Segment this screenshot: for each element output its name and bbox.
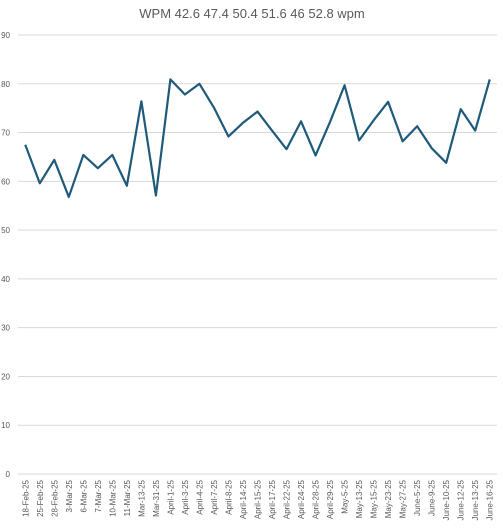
x-tick-label: April-17-25 xyxy=(268,479,277,519)
x-tick-label: April-22-25 xyxy=(283,479,292,519)
x-tick-label: June-5-25 xyxy=(413,479,422,516)
y-tick-label: 20 xyxy=(1,372,10,381)
x-tick-label: May-15-25 xyxy=(370,479,379,518)
x-tick-label: April-28-25 xyxy=(312,479,321,519)
x-tick-label: June-10-25 xyxy=(442,479,451,520)
x-tick-label: 6-Mar-25 xyxy=(79,479,88,512)
x-tick-label: April-1-25 xyxy=(166,479,175,514)
x-tick-label: Mar-13-25 xyxy=(137,479,146,516)
y-tick-label: 0 xyxy=(6,470,11,479)
y-tick-label: 10 xyxy=(1,421,10,430)
x-tick-label: 25-Feb-25 xyxy=(36,479,45,516)
x-tick-label: June-9-25 xyxy=(428,479,437,516)
x-tick-label: 3-Mar-25 xyxy=(65,479,74,512)
x-tick-label: 28-Feb-25 xyxy=(50,479,59,516)
x-tick-label: April-7-25 xyxy=(210,479,219,514)
x-tick-label: May-27-25 xyxy=(399,479,408,518)
y-tick-label: 30 xyxy=(1,324,10,333)
x-tick-label: April-24-25 xyxy=(297,479,306,519)
x-tick-label: June-12-25 xyxy=(457,479,466,520)
x-tick-label: 11-Mar-25 xyxy=(123,479,132,516)
x-tick-label: May-13-25 xyxy=(355,479,364,518)
x-tick-label: June-16-25 xyxy=(486,479,495,520)
line-series xyxy=(24,78,491,199)
x-tick-label: 7-Mar-25 xyxy=(94,479,103,512)
x-tick-label: April-8-25 xyxy=(224,479,233,514)
x-tick-label: April-3-25 xyxy=(181,479,190,514)
x-tick-label: 18-Feb-25 xyxy=(21,479,30,516)
x-tick-label: Mar-31-25 xyxy=(152,479,161,516)
x-tick-label: June-13-25 xyxy=(471,479,480,520)
y-tick-label: 40 xyxy=(1,275,10,284)
x-tick-label: 10-Mar-25 xyxy=(108,479,117,516)
chart-title: WPM 42.6 47.4 50.4 51.6 46 52.8 wpm xyxy=(139,6,364,21)
y-tick-label: 70 xyxy=(1,129,10,138)
x-tick-label: April-4-25 xyxy=(195,479,204,514)
y-tick-label: 50 xyxy=(1,226,10,235)
x-tick-label: April-15-25 xyxy=(254,479,263,519)
y-tick-label: 90 xyxy=(1,31,10,40)
x-tick-label: May-23-25 xyxy=(384,479,393,518)
y-tick-label: 80 xyxy=(1,80,10,89)
y-tick-label: 60 xyxy=(1,177,10,186)
x-tick-label: April-29-25 xyxy=(326,479,335,519)
x-tick-label: May-5-25 xyxy=(341,479,350,513)
x-tick-label: April-14-25 xyxy=(239,479,248,519)
